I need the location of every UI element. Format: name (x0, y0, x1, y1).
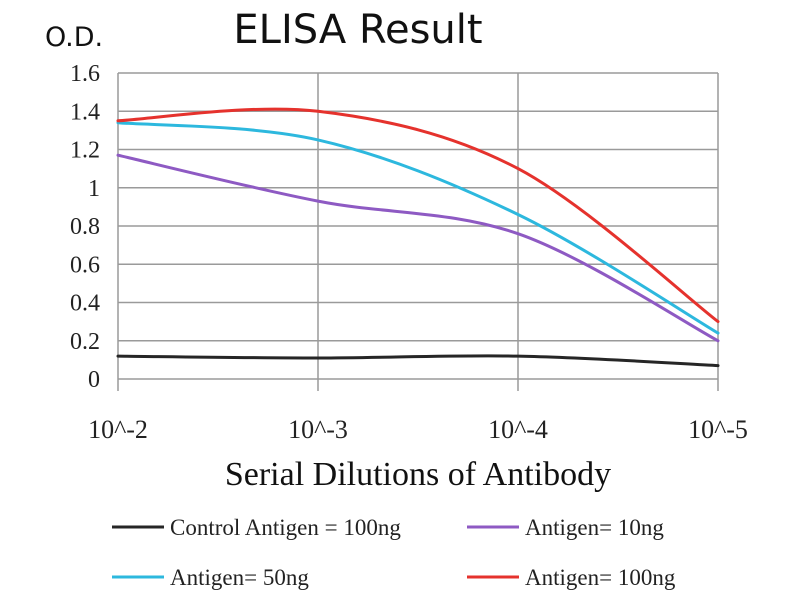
x-tick-label: 10^-3 (288, 415, 348, 444)
series-line-3 (116, 107, 720, 324)
legend-label: Antigen= 50ng (170, 565, 309, 590)
y-tick-label: 0.4 (70, 291, 100, 317)
legend-item-10ng: Antigen= 10ng (467, 515, 664, 540)
y-tick-label: 1.2 (70, 138, 100, 164)
legend-label: Antigen= 10ng (525, 515, 664, 540)
series-lines (116, 107, 720, 368)
y-tick-label: 0.6 (70, 252, 100, 278)
y-tick-label: 1.6 (70, 61, 100, 87)
y-tick-label: 1.4 (70, 99, 100, 125)
x-axis-label: Serial Dilutions of Antibody (225, 456, 611, 493)
series-line-1 (116, 153, 720, 343)
x-tick-label: 10^-2 (88, 415, 148, 444)
y-tick-label: 0 (88, 367, 100, 393)
legend-label: Antigen= 100ng (525, 565, 676, 590)
x-tick-label: 10^-5 (688, 415, 748, 444)
y-tick-label: 0.2 (70, 329, 100, 355)
series-line-2 (116, 121, 720, 335)
y-tick-label: 0.8 (70, 214, 100, 240)
grid (117, 72, 719, 391)
x-tick-label: 10^-4 (488, 415, 548, 444)
y-tick-labels: 0 0.2 0.4 0.6 0.8 1 1.2 1.4 1.6 (70, 61, 100, 393)
y-tick-label: 1 (88, 176, 100, 202)
legend-item-100ng: Antigen= 100ng (467, 565, 676, 590)
x-tick-labels: 10^-2 10^-3 10^-4 10^-5 (88, 415, 748, 444)
legend-item-50ng: Antigen= 50ng (112, 565, 309, 590)
legend: Control Antigen = 100ng Antigen= 10ng An… (112, 515, 676, 590)
series-line-0 (116, 354, 720, 368)
y-axis-label: O.D. (45, 22, 103, 53)
legend-item-control: Control Antigen = 100ng (112, 515, 401, 540)
chart-title: ELISA Result (233, 7, 482, 53)
legend-label: Control Antigen = 100ng (170, 515, 401, 540)
